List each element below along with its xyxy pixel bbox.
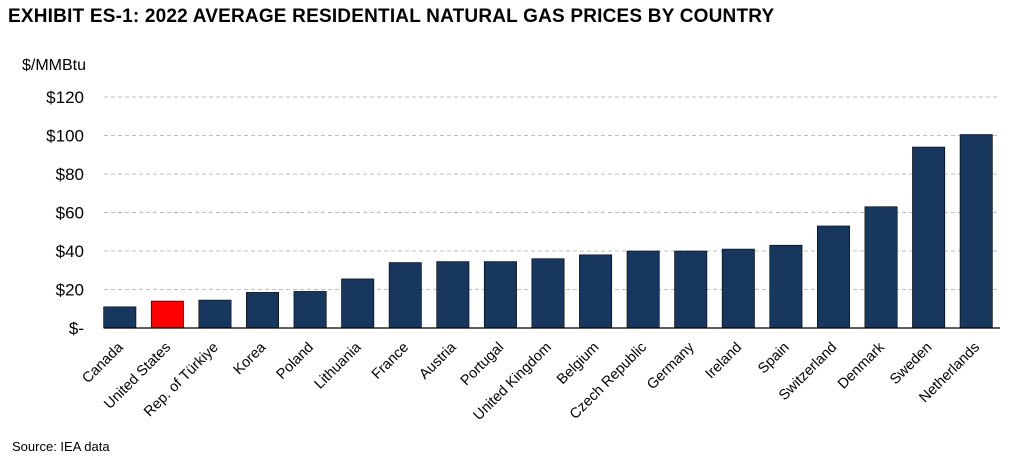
bar-poland [293, 291, 327, 329]
x-tick-label: Denmark [835, 339, 888, 392]
y-tick-label: $80 [56, 165, 84, 184]
bar-united-states [150, 300, 184, 329]
bar-canada [103, 306, 137, 329]
x-tick-label: Austria [416, 339, 460, 383]
y-tick-label: $20 [56, 281, 84, 300]
y-tick-labels: $- $20 $40 $60 $80 $100 $120 [46, 88, 84, 338]
bar-spain [769, 244, 803, 329]
x-tick-label: Portugal [458, 340, 508, 390]
source-note: Source: IEA data [12, 439, 110, 454]
y-tick-label: $100 [46, 127, 84, 146]
bar-czech-republic [626, 250, 660, 329]
x-tick-label: Germany [644, 339, 698, 393]
x-tick-label: France [369, 340, 412, 383]
bar-ireland [721, 248, 755, 329]
x-tick-label: Ireland [702, 340, 745, 383]
y-tick-label: $120 [46, 88, 84, 107]
bar-belgium [579, 254, 613, 329]
y-axis-unit-label: $/MMBtu [22, 57, 86, 74]
y-tick-label: $60 [56, 204, 84, 223]
x-tick-label: Canada [79, 339, 127, 387]
bar-portugal [483, 261, 517, 329]
y-tick-label: $- [69, 319, 84, 338]
bar-switzerland [816, 225, 850, 329]
x-tick-label: Lithuania [312, 339, 366, 393]
bar-korea [246, 292, 280, 329]
bar-netherlands [959, 134, 993, 329]
bar-united-kingdom [531, 258, 565, 329]
bar-denmark [864, 206, 898, 329]
x-tick-label: Korea [231, 339, 270, 378]
bar-austria [436, 261, 470, 329]
x-tick-label: Poland [274, 340, 317, 383]
bar-sweden [912, 146, 946, 329]
chart-title: EXHIBIT ES-1: 2022 AVERAGE RESIDENTIAL N… [8, 6, 775, 27]
bars [103, 134, 993, 329]
x-tick-label: Belgium [554, 340, 602, 388]
bar-france [388, 262, 422, 329]
y-tick-label: $40 [56, 242, 84, 261]
bar-lithuania [341, 278, 375, 329]
bar-germany [674, 250, 708, 329]
bar-rep-of-t-rkiye [198, 299, 232, 329]
x-tick-label: Spain [755, 340, 793, 378]
x-tick-label: Sweden [887, 340, 935, 388]
